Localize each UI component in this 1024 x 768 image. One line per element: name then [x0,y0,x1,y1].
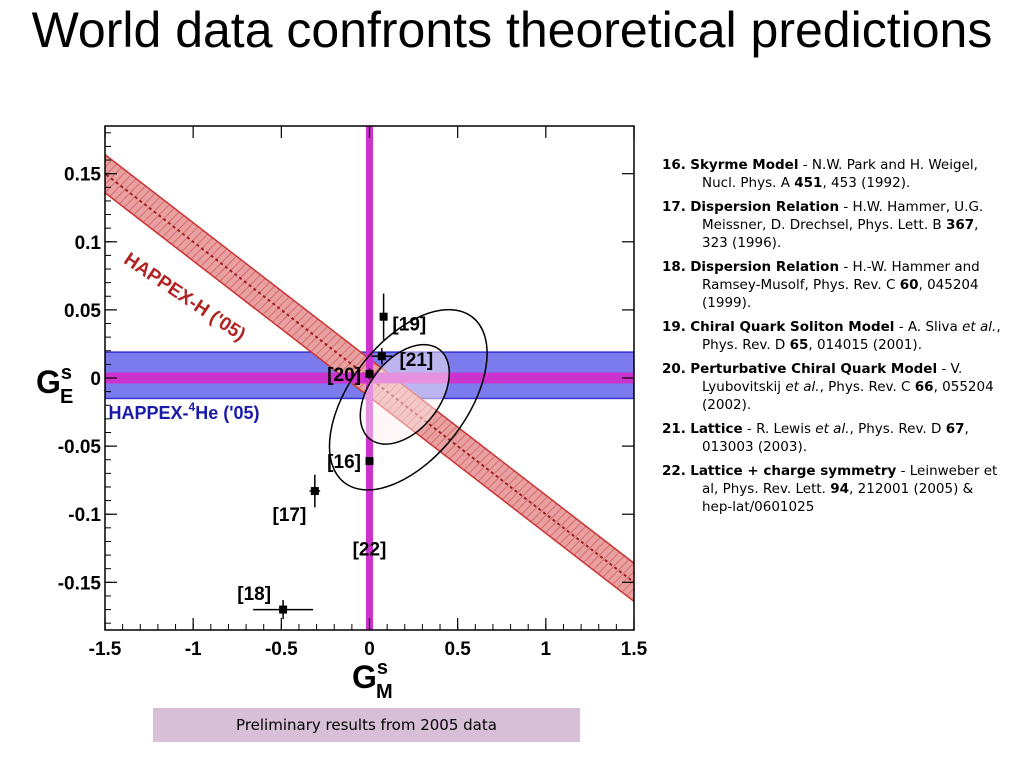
reference-volume: 65 [789,337,809,353]
reference-text: - A. Sliva [894,319,963,335]
x-tick-label: 1.5 [621,639,648,660]
reference-list: 16. Skyrme Model - N.W. Park and H. Weig… [662,156,1007,522]
reference-text: - R. Lewis [742,421,816,437]
reference-item: 22. Lattice + charge symmetry - Leinwebe… [662,462,1007,516]
reference-model: Lattice + charge symmetry [690,463,897,479]
reference-model: Skyrme Model [690,157,799,173]
reference-text: - Leinweber et al, Phys. Rev. Lett. [702,463,998,497]
y-tick-label: -0.1 [68,505,101,526]
reference-volume: 94 [830,481,850,497]
x-tick-label: 0.5 [444,639,471,660]
reference-model: Perturbative Chiral Quark Model [690,361,938,377]
reference-volume: 67 [945,421,965,437]
data-point [365,369,374,378]
reference-model: Dispersion Relation [690,259,840,275]
data-point [377,352,386,361]
x-tick-label: 1 [541,639,552,660]
y-axis-label: Gs E [36,362,73,408]
reference-model: Lattice [690,421,743,437]
data-point [310,487,319,496]
reference-tail: , 045204 (1999). [702,277,979,311]
reference-tail: , 212001 (2005) & hep-lat/0601025 [702,481,974,515]
reference-text: - N.W. Park and H. Weigel, Nucl. Phys. A [702,157,978,191]
data-point [365,457,374,466]
reference-number: 22. [662,463,686,479]
reference-text: - H.W. Hammer, U.G. Meissner, D. Drechse… [702,199,984,233]
reference-item: 18. Dispersion Relation - H.-W. Hammer a… [662,258,1007,312]
reference-number: 17. [662,199,686,215]
reference-volume: 66 [914,379,934,395]
data-point [279,605,288,614]
reference-volume: 367 [945,217,975,233]
reference-number: 16. [662,157,686,173]
point-label: [22] [353,539,387,560]
x-tick-label: -0.5 [265,639,298,660]
reference-text: - H.-W. Hammer and Ramsey-Musolf, Phys. … [702,259,980,293]
point-label: [17] [273,505,307,526]
point-label: [21] [399,350,433,371]
x-tick-label: -1.5 [89,639,122,660]
x-tick-label: -1 [185,639,202,660]
reference-model: Chiral Quark Soliton Model [690,319,895,335]
reference-text: - V. Lyubovitskij [702,361,963,395]
point-label: [19] [392,315,426,336]
reference-number: 19. [662,319,686,335]
reference-number: 18. [662,259,686,275]
y-tick-label: -0.15 [58,573,102,594]
point-label: [16] [327,452,361,473]
data-point [379,312,388,321]
reference-journal: , Phys. Rev. C [819,379,915,395]
reference-number: 20. [662,361,686,377]
y-tick-label: 0.1 [75,233,102,254]
reference-etal: et al. [785,379,820,395]
page-title: World data confronts theoretical predict… [31,2,993,58]
reference-tail: , 013003 (2003). [702,421,969,455]
reference-volume: 60 [899,277,919,293]
reference-volume: 451 [794,175,823,191]
reference-item: 16. Skyrme Model - N.W. Park and H. Weig… [662,156,1007,192]
confidence-ellipse [359,343,451,445]
reference-tail: , 014015 (2001). [808,337,922,353]
y-tick-label: 0.15 [64,165,101,186]
reference-tail: , 055204 (2002). [702,379,994,413]
reference-item: 20. Perturbative Chiral Quark Model - V.… [662,360,1007,414]
preliminary-note: Preliminary results from 2005 data [153,708,580,742]
y-tick-label: 0.05 [64,301,101,322]
reference-item: 19. Chiral Quark Soliton Model - A. Sliv… [662,318,1007,354]
reference-journal: , Phys. Rev. D [849,421,946,437]
reference-etal: et al. [962,319,997,335]
reference-model: Dispersion Relation [690,199,840,215]
x-tick-label: 0 [364,639,375,660]
reference-item: 17. Dispersion Relation - H.W. Hammer, U… [662,198,1007,252]
gs-chart: [16][17][18][19][20][21][22]HAPPEX-H ('0… [36,125,648,703]
point-label: [20] [327,365,361,386]
reference-tail: , 453 (1992). [822,175,911,191]
y-tick-label: 0 [90,369,101,390]
point-label: [18] [237,584,271,605]
reference-journal: , Phys. Rev. D [702,319,1001,353]
reference-tail: , 323 (1996). [702,217,979,251]
x-axis-label: Gs M [352,657,393,703]
reference-item: 21. Lattice - R. Lewis et al., Phys. Rev… [662,420,1007,456]
confidence-ellipse [328,308,488,491]
reference-etal: et al. [815,421,850,437]
reference-number: 21. [662,421,686,437]
happex-he-label: HAPPEX-4He ('05) [109,400,260,423]
y-tick-label: -0.05 [58,437,102,458]
plot-area [105,126,634,630]
